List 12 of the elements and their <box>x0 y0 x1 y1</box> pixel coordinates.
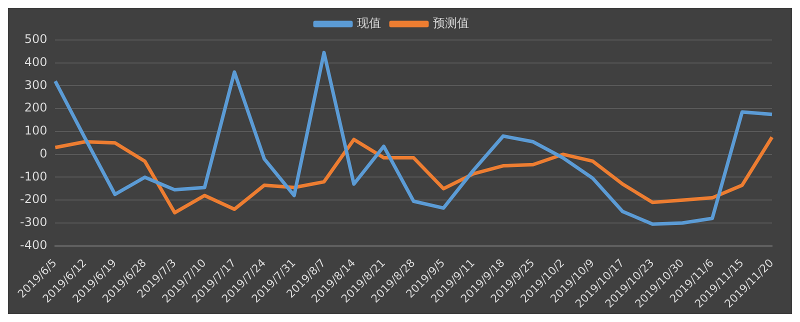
y-tick-label: 500 <box>24 32 48 46</box>
y-tick-label: -300 <box>20 215 48 230</box>
y-tick-label: 100 <box>24 124 48 138</box>
y-tick-label: -100 <box>20 169 48 184</box>
y-tick-label: 400 <box>24 54 48 69</box>
legend-label: 现值 <box>357 16 381 30</box>
y-tick-label: -200 <box>20 192 48 206</box>
y-tick-label: 200 <box>24 100 48 115</box>
y-tick-label: 0 <box>40 146 48 160</box>
y-tick-label: -400 <box>20 238 48 252</box>
legend-label: 预测值 <box>433 16 469 30</box>
y-tick-label: 300 <box>24 78 48 92</box>
